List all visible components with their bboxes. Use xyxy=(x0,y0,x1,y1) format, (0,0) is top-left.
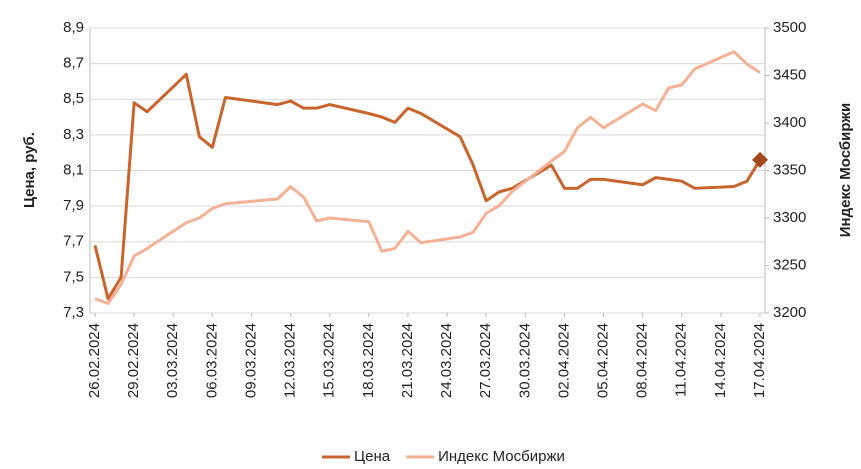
x-tick-label: 30.03.2024 xyxy=(516,323,533,398)
x-tick-label: 17.04.2024 xyxy=(751,323,768,398)
y2-tick-label: 3200 xyxy=(773,304,806,321)
y2-tick-label: 3400 xyxy=(773,114,806,131)
y-tick-label: 8,7 xyxy=(63,55,84,72)
series-line xyxy=(93,72,762,301)
x-tick-label: 24.03.2024 xyxy=(438,323,455,398)
x-tick-label: 27.03.2024 xyxy=(477,323,494,398)
y-tick-label: 8,3 xyxy=(63,126,84,143)
y-tick-label: 8,1 xyxy=(63,161,84,178)
y2-axis-label: Индекс Мосбиржи xyxy=(837,103,854,237)
y2-tick-label: 3250 xyxy=(773,256,806,273)
legend-label: Индекс Мосбиржи xyxy=(438,448,565,465)
y-tick-label: 7,3 xyxy=(63,304,84,321)
y2-tick-label: 3300 xyxy=(773,209,806,226)
y-tick-label: 8,9 xyxy=(63,19,84,36)
x-tick-label: 29.02.2024 xyxy=(125,323,142,398)
y-tick-label: 7,5 xyxy=(63,268,84,285)
x-tick-label: 18.03.2024 xyxy=(360,323,377,398)
y2-tick-label: 3450 xyxy=(773,66,806,83)
x-tick-label: 21.03.2024 xyxy=(399,323,416,398)
y-tick-label: 8,5 xyxy=(63,90,84,107)
x-tick-label: 12.03.2024 xyxy=(282,323,299,398)
x-tick-label: 26.02.2024 xyxy=(86,323,103,398)
last-point-marker xyxy=(752,151,768,168)
legend-label: Цена xyxy=(354,448,391,465)
x-tick-label: 02.04.2024 xyxy=(555,323,572,398)
x-tick-label: 15.03.2024 xyxy=(321,323,338,398)
x-tick-label: 11.04.2024 xyxy=(673,323,690,397)
y2-tick-label: 3500 xyxy=(773,19,806,36)
x-tick-label: 09.03.2024 xyxy=(242,323,259,398)
x-tick-label: 14.04.2024 xyxy=(712,323,729,398)
y-axis-label: Цена, руб. xyxy=(21,132,38,208)
y2-tick-label: 3350 xyxy=(773,161,806,178)
x-tick-label: 03.03.2024 xyxy=(164,323,181,398)
x-tick-label: 05.04.2024 xyxy=(594,323,611,398)
x-tick-label: 06.03.2024 xyxy=(203,323,220,398)
y-tick-label: 7,7 xyxy=(63,233,84,250)
series-line xyxy=(94,50,761,305)
x-tick-label: 08.04.2024 xyxy=(634,323,651,398)
y-tick-label: 7,9 xyxy=(63,197,84,214)
